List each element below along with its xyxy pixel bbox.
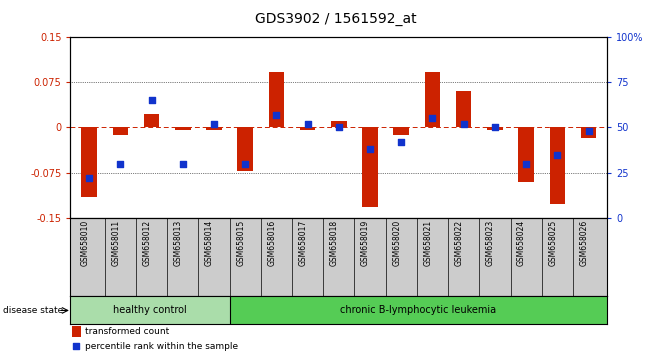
Bar bbox=[300, 127, 315, 130]
Text: GSM658025: GSM658025 bbox=[548, 220, 558, 266]
Text: GSM658026: GSM658026 bbox=[580, 220, 588, 266]
Text: GSM658019: GSM658019 bbox=[361, 220, 370, 266]
Text: GSM658013: GSM658013 bbox=[174, 220, 183, 266]
Point bbox=[365, 146, 376, 152]
Point bbox=[458, 121, 469, 127]
Point bbox=[302, 121, 313, 127]
Bar bbox=[144, 114, 160, 127]
Text: chronic B-lymphocytic leukemia: chronic B-lymphocytic leukemia bbox=[340, 305, 497, 315]
Text: healthy control: healthy control bbox=[113, 305, 187, 315]
Point bbox=[71, 343, 82, 349]
Text: GSM658010: GSM658010 bbox=[80, 220, 89, 266]
Point bbox=[521, 161, 531, 166]
Text: GSM658022: GSM658022 bbox=[455, 220, 464, 266]
Point bbox=[583, 128, 594, 134]
Point bbox=[427, 115, 438, 121]
Text: GSM658016: GSM658016 bbox=[268, 220, 276, 266]
Bar bbox=[70, 296, 229, 324]
Point bbox=[240, 161, 250, 166]
Text: GSM658011: GSM658011 bbox=[111, 220, 120, 266]
Bar bbox=[206, 127, 222, 130]
Text: GDS3902 / 1561592_at: GDS3902 / 1561592_at bbox=[255, 12, 416, 27]
Text: transformed count: transformed count bbox=[85, 327, 170, 336]
Bar bbox=[487, 127, 503, 130]
Text: GSM658023: GSM658023 bbox=[486, 220, 495, 266]
Point bbox=[333, 125, 344, 130]
Text: GSM658021: GSM658021 bbox=[423, 220, 433, 266]
Text: GSM658017: GSM658017 bbox=[299, 220, 307, 266]
Bar bbox=[550, 127, 565, 205]
Point bbox=[177, 161, 188, 166]
Bar bbox=[425, 72, 440, 127]
Text: disease state: disease state bbox=[3, 306, 64, 315]
Point bbox=[146, 97, 157, 103]
Point bbox=[552, 152, 563, 157]
Bar bbox=[518, 127, 534, 182]
Point bbox=[490, 125, 501, 130]
Point bbox=[115, 161, 125, 166]
Bar bbox=[362, 127, 378, 207]
Point bbox=[271, 112, 282, 118]
Point bbox=[84, 175, 95, 181]
Bar bbox=[238, 127, 253, 171]
Text: GSM658012: GSM658012 bbox=[143, 220, 152, 266]
Bar bbox=[175, 127, 191, 130]
Bar bbox=[72, 326, 81, 337]
Text: GSM658024: GSM658024 bbox=[517, 220, 526, 266]
Text: percentile rank within the sample: percentile rank within the sample bbox=[85, 342, 238, 351]
Bar bbox=[81, 127, 97, 197]
Bar bbox=[331, 121, 347, 127]
Text: GSM658018: GSM658018 bbox=[330, 220, 339, 266]
Point bbox=[209, 121, 219, 127]
Text: GSM658015: GSM658015 bbox=[236, 220, 245, 266]
Bar bbox=[113, 127, 128, 135]
Point bbox=[396, 139, 407, 145]
Bar bbox=[456, 91, 472, 127]
Bar bbox=[268, 72, 285, 127]
Text: GSM658014: GSM658014 bbox=[205, 220, 214, 266]
Bar bbox=[580, 127, 597, 138]
Bar bbox=[393, 127, 409, 135]
Text: GSM658020: GSM658020 bbox=[393, 220, 401, 266]
